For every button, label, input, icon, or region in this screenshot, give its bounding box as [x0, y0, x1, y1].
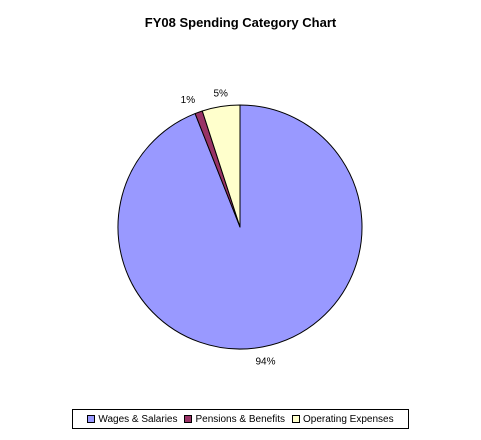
pie-label-wages-salaries: 94% — [255, 357, 275, 368]
legend: Wages & Salaries Pensions & Benefits Opera… — [72, 409, 409, 429]
pie-slice-operating-expenses — [201, 104, 241, 228]
legend-item: Wages & Salaries — [87, 414, 177, 425]
legend-label: Operating Expenses — [302, 413, 394, 425]
pie-labels: 94% 1% 5% — [181, 89, 276, 368]
pie-slices — [117, 104, 363, 350]
legend-item: Operating Expenses — [291, 413, 394, 425]
legend-label: Pensions & Benefits — [195, 413, 285, 425]
pie-chart: 94% 1% 5% — [117, 89, 363, 368]
legend-swatch — [87, 415, 96, 423]
legend-swatch — [184, 415, 193, 423]
pie-label-operating-expenses: 5% — [213, 89, 228, 100]
pie-label-pensions-benefits: 1% — [181, 95, 196, 106]
legend-label: Wages & Salaries — [98, 413, 178, 425]
chart-title: FY08 Spending Category Chart — [144, 15, 337, 30]
legend-swatch — [291, 415, 300, 423]
legend-item: Pensions & Benefits — [184, 414, 285, 425]
